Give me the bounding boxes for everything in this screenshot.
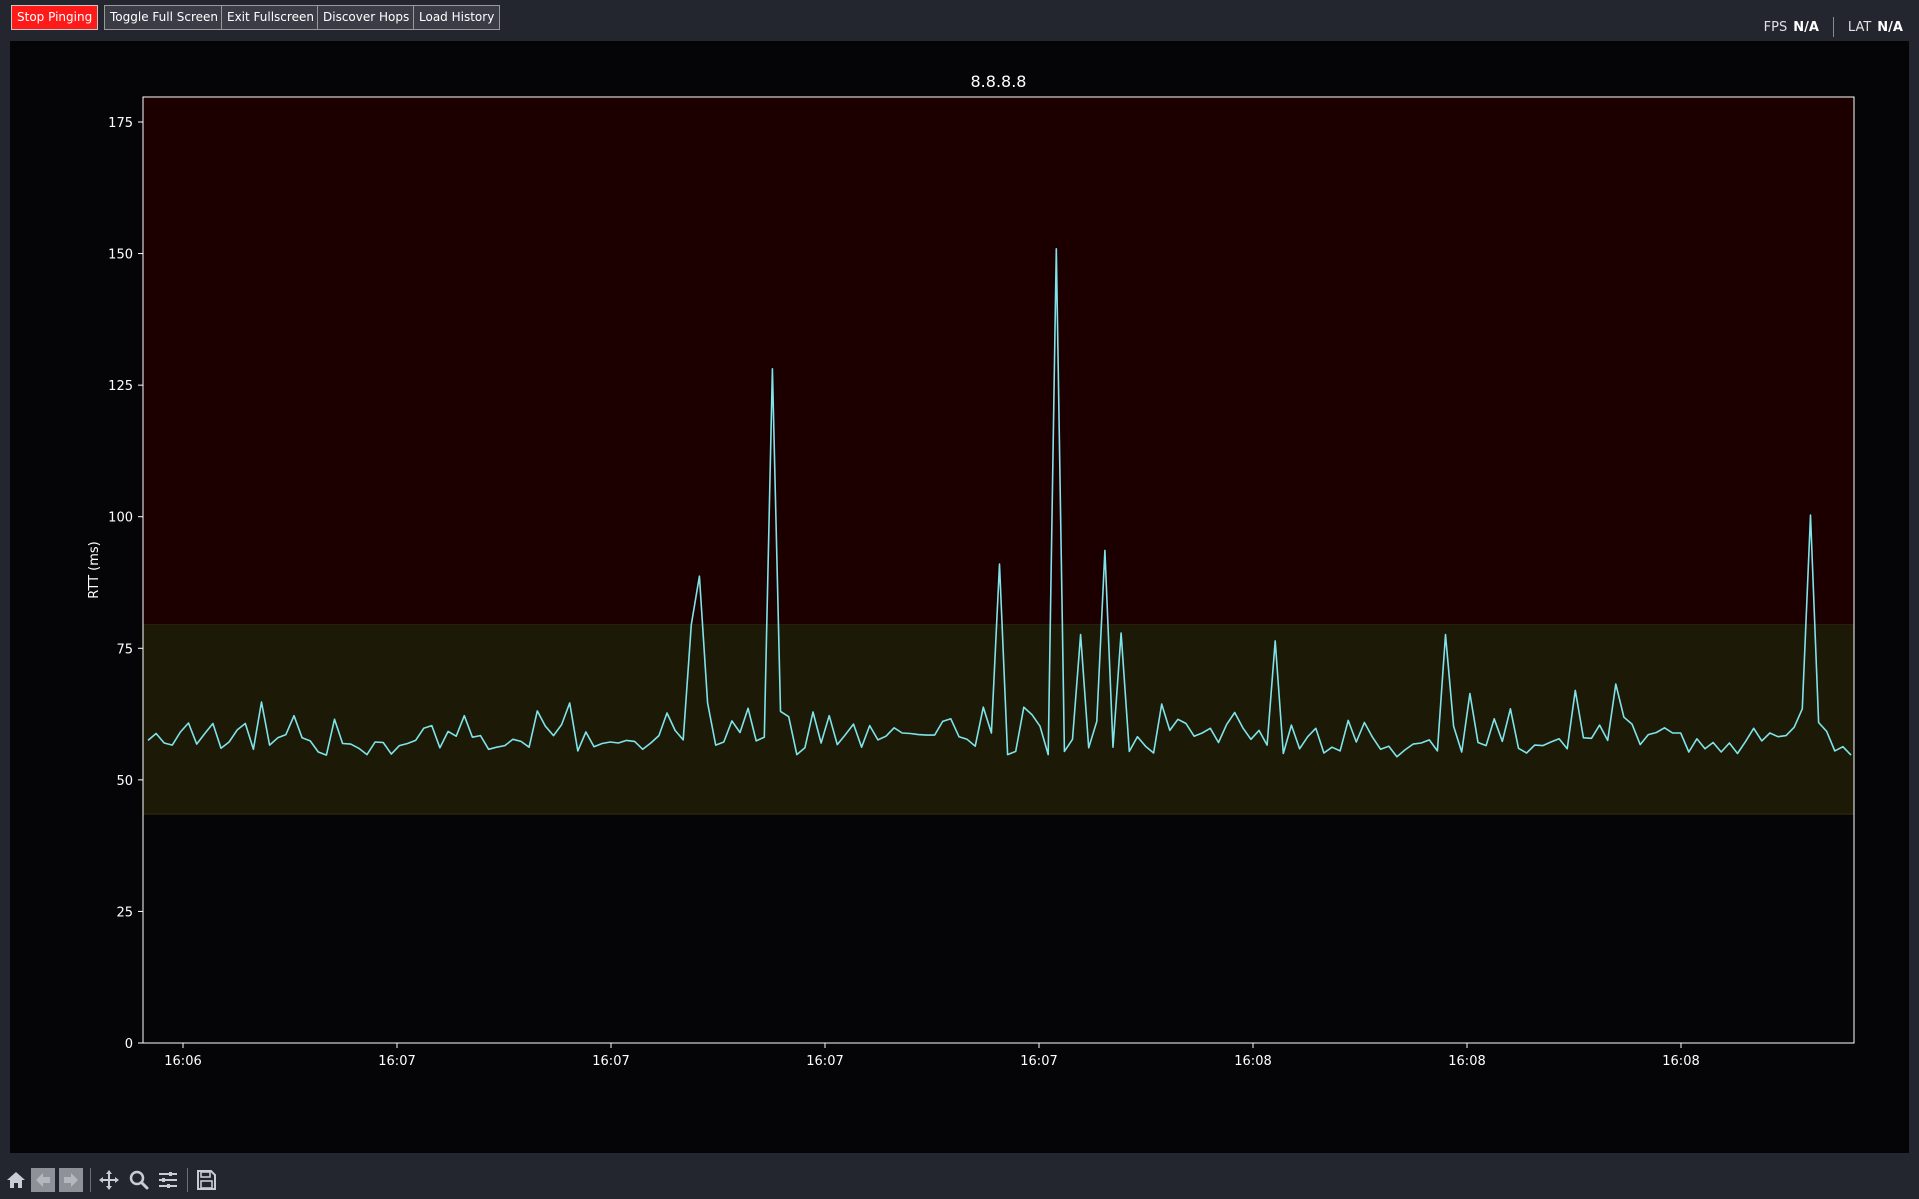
x-tick-label: 16:06 — [164, 1054, 201, 1069]
y-tick-label: 100 — [108, 511, 133, 526]
toolbar-divider — [187, 1168, 188, 1192]
plot-frame — [142, 96, 1855, 1044]
y-tick-label: 125 — [108, 379, 133, 394]
y-tick-label: 175 — [108, 116, 133, 131]
x-tick-label: 16:08 — [1234, 1054, 1271, 1069]
y-axis-label: RTT (ms) — [87, 541, 102, 598]
y-tick-label: 0 — [125, 1037, 133, 1052]
y-tick-label: 25 — [116, 905, 133, 920]
rtt-chart: 0 25 50 75 100 125 150 175 16:06 16:07 16:07 16:07… — [87, 72, 1855, 1069]
navigation-toolbar — [0, 1161, 1919, 1199]
top-toolbar: Stop Pinging Toggle Full Screen Exit Ful… — [0, 0, 1919, 40]
pan-move-icon[interactable] — [97, 1168, 121, 1192]
discover-hops-button[interactable]: Discover Hops — [317, 5, 416, 30]
home-icon[interactable] — [4, 1168, 28, 1192]
y-tick-label: 150 — [108, 248, 133, 263]
stop-pinging-button[interactable]: Stop Pinging — [11, 5, 99, 30]
chart-canvas-area[interactable]: 0 25 50 75 100 125 150 175 16:06 16:07 16:07 16:07… — [10, 41, 1909, 1153]
threshold-band-normal — [143, 624, 1854, 815]
configure-subplots-icon[interactable] — [156, 1168, 180, 1192]
fps-label: FPS — [1763, 19, 1788, 35]
lat-value: N/A — [1877, 19, 1903, 35]
x-tick-label: 16:07 — [806, 1054, 843, 1069]
chart-title: 8.8.8.8 — [971, 72, 1027, 91]
y-tick-label: 75 — [116, 642, 133, 657]
threshold-band-high — [143, 97, 1854, 625]
exit-fullscreen-button[interactable]: Exit Fullscreen — [221, 5, 320, 30]
y-tick-label: 50 — [116, 774, 133, 789]
x-tick-label: 16:08 — [1662, 1054, 1699, 1069]
rtt-series-line — [147, 248, 1852, 758]
toolbar-divider — [90, 1168, 91, 1192]
fps-value: N/A — [1793, 19, 1819, 35]
forward-arrow-icon[interactable] — [59, 1168, 83, 1192]
lat-label: LAT — [1847, 19, 1872, 35]
load-history-button[interactable]: Load History — [413, 5, 501, 30]
x-tick-label: 16:07 — [592, 1054, 629, 1069]
x-tick-label: 16:08 — [1448, 1054, 1485, 1069]
x-tick-label: 16:07 — [1020, 1054, 1057, 1069]
save-disk-icon[interactable] — [194, 1168, 218, 1192]
back-arrow-icon[interactable] — [31, 1168, 55, 1192]
x-tick-label: 16:07 — [378, 1054, 415, 1069]
status-readout: FPS N/A LAT N/A — [1764, 17, 1903, 37]
zoom-magnifier-icon[interactable] — [127, 1168, 151, 1192]
status-divider — [1832, 17, 1834, 37]
toggle-full-screen-button[interactable]: Toggle Full Screen — [104, 5, 224, 30]
